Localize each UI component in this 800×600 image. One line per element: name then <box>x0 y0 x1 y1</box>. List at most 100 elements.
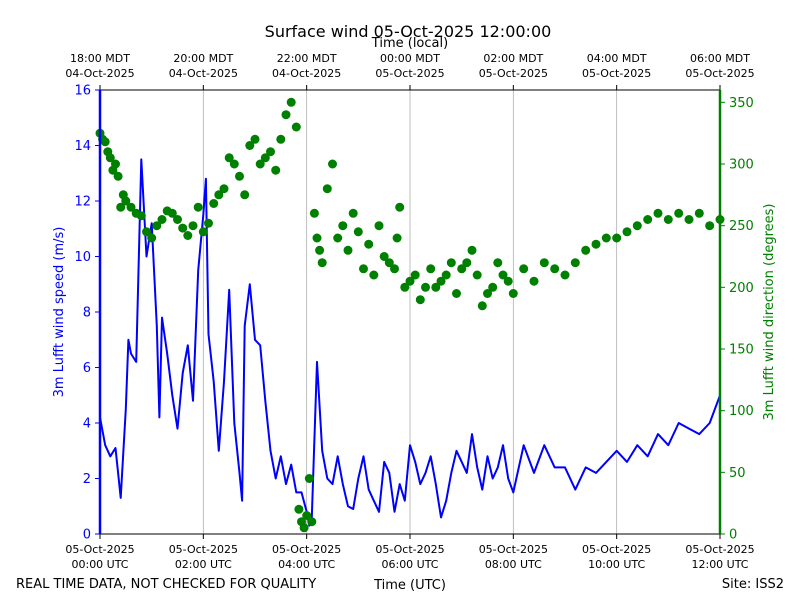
wind-direction-point <box>157 215 167 224</box>
y-left-tick-label: 14 <box>74 139 91 154</box>
wind-direction-point <box>353 227 363 237</box>
wind-direction-point <box>224 153 234 163</box>
wind-direction-point <box>299 523 309 533</box>
wind-direction-point <box>359 264 368 274</box>
wind-direction-point <box>503 276 513 286</box>
wind-direction-point <box>405 276 415 286</box>
wind-direction-point <box>188 221 198 231</box>
x-top-tick-date: 04-Oct-2025 <box>272 67 341 80</box>
wind-direction-point <box>622 227 632 237</box>
y-left-tick-label: 0 <box>83 528 91 543</box>
wind-direction-point <box>312 233 322 243</box>
x-top-tick-time: 04:00 MDT <box>587 52 647 65</box>
wind-direction-point <box>508 289 518 298</box>
x-bottom-tick-date: 05-Oct-2025 <box>65 543 134 556</box>
wind-direction-point <box>100 137 110 147</box>
x-bottom-tick-date: 05-Oct-2025 <box>272 543 341 556</box>
wind-direction-point <box>390 264 399 274</box>
wind-direction-point <box>612 233 622 243</box>
x-top-tick-time: 00:00 MDT <box>380 52 440 65</box>
y-left-tick-label: 16 <box>74 84 91 99</box>
wind-direction-point <box>214 190 224 200</box>
chart-title: Surface wind 05-Oct-2025 12:00:00 <box>265 22 552 41</box>
wind-direction-point <box>694 208 704 218</box>
x-bottom-tick-time: 10:00 UTC <box>588 558 645 571</box>
wind-direction-point <box>281 110 291 120</box>
wind-direction-point <box>255 159 265 169</box>
x-top-tick-date: 05-Oct-2025 <box>582 67 651 80</box>
y-left-tick-label: 2 <box>83 472 91 487</box>
wind-direction-point <box>260 153 270 163</box>
wind-direction-point <box>328 159 337 169</box>
wind-direction-point <box>446 258 456 268</box>
wind-direction-point <box>529 276 539 286</box>
wind-direction-point <box>240 190 250 200</box>
wind-direction-point <box>591 239 601 249</box>
wind-speed-line <box>99 158 721 527</box>
wind-direction-point <box>472 270 482 280</box>
y-left-tick-label: 8 <box>83 306 91 321</box>
wind-direction-point <box>250 134 260 144</box>
wind-direction-point <box>581 245 591 255</box>
wind-direction-point <box>294 504 304 514</box>
y-left-tick-label: 4 <box>83 417 91 432</box>
wind-direction-point <box>663 215 673 224</box>
wind-direction-point <box>374 221 384 231</box>
x-bottom-tick-date: 05-Oct-2025 <box>685 543 754 556</box>
wind-direction-point <box>436 276 446 286</box>
wind-direction-point <box>457 264 467 274</box>
x-bottom-tick-date: 05-Oct-2025 <box>375 543 444 556</box>
wind-direction-point <box>632 221 642 231</box>
y-right-tick-label: 150 <box>729 343 754 358</box>
wind-direction-point <box>498 270 508 280</box>
wind-direction-point <box>477 301 487 311</box>
y-right-tick-label: 50 <box>729 466 746 481</box>
wind-direction-point <box>152 221 162 231</box>
y-right-tick-label: 300 <box>729 158 754 173</box>
wind-direction-point <box>235 171 244 181</box>
x-top-tick-time: 22:00 MDT <box>277 52 337 65</box>
x-bottom-tick-time: 12:00 UTC <box>691 558 748 571</box>
wind-direction-point <box>441 270 451 280</box>
y-right-tick-label: 0 <box>729 528 737 543</box>
series-layer <box>95 97 725 533</box>
x-axis-bottom-label: Time (UTC) <box>373 578 446 593</box>
wind-direction-point <box>113 171 123 181</box>
wind-direction-point <box>343 245 353 255</box>
wind-direction-point <box>400 282 410 292</box>
wind-direction-point <box>126 202 136 212</box>
wind-direction-point <box>317 258 327 268</box>
wind-direction-point <box>519 264 529 274</box>
wind-direction-point <box>452 289 461 298</box>
wind-direction-point <box>601 233 611 243</box>
wind-direction-point <box>111 159 120 169</box>
wind-direction-point <box>178 223 188 233</box>
x-top-tick-date: 05-Oct-2025 <box>685 67 754 80</box>
wind-direction-point <box>539 258 549 268</box>
wind-direction-point <box>309 208 319 218</box>
wind-direction-point <box>193 202 203 212</box>
wind-direction-point <box>415 295 425 305</box>
wind-direction-point <box>245 141 255 150</box>
wind-direction-point <box>183 231 193 240</box>
wind-direction-point <box>302 511 312 520</box>
quality-disclaimer: REAL TIME DATA, NOT CHECKED FOR QUALITY <box>16 577 316 592</box>
wind-direction-point <box>395 202 405 212</box>
x-top-tick-date: 04-Oct-2025 <box>65 67 134 80</box>
wind-direction-point <box>570 258 580 268</box>
wind-direction-point <box>560 270 570 280</box>
wind-direction-point <box>198 227 208 237</box>
x-bottom-tick-time: 06:00 UTC <box>381 558 438 571</box>
y-left-tick-label: 6 <box>83 361 91 376</box>
y-right-tick-label: 250 <box>729 219 754 234</box>
wind-direction-point <box>643 215 653 224</box>
wind-direction-point <box>286 97 296 107</box>
wind-direction-point <box>315 245 325 255</box>
x-bottom-tick-date: 05-Oct-2025 <box>479 543 548 556</box>
x-bottom-tick-time: 04:00 UTC <box>278 558 335 571</box>
wind-direction-point <box>348 208 358 218</box>
wind-direction-point <box>204 218 213 228</box>
x-top-tick-date: 05-Oct-2025 <box>479 67 548 80</box>
y-left-tick-label: 10 <box>74 250 91 265</box>
grid <box>202 90 618 534</box>
